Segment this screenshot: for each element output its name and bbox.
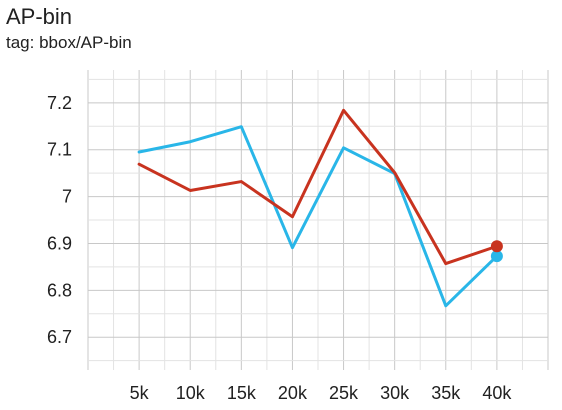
y-tick-label: 6.7 — [47, 327, 72, 347]
x-tick-label: 40k — [482, 383, 512, 403]
y-tick-label: 7 — [62, 187, 72, 207]
x-tick-label: 25k — [329, 383, 359, 403]
x-tick-label: 30k — [380, 383, 410, 403]
chart-title: AP-bin — [6, 4, 73, 29]
series-lines — [137, 108, 503, 308]
series-line-1 — [137, 125, 499, 308]
x-tick-label: 10k — [176, 383, 206, 403]
grid — [87, 70, 549, 370]
series-end-point-1[interactable] — [490, 250, 503, 263]
y-tick-label: 7.1 — [47, 140, 72, 160]
x-tick-label: 15k — [227, 383, 257, 403]
x-axis-ticks: 5k 10k 15k 20k 25k 30k 35k 40k — [130, 383, 513, 403]
y-tick-label: 6.9 — [47, 233, 72, 253]
series-line-2 — [137, 108, 499, 266]
x-tick-label: 35k — [431, 383, 461, 403]
x-tick-label: 5k — [130, 383, 150, 403]
y-tick-label: 6.8 — [47, 280, 72, 300]
chart-subtitle: tag: bbox/AP-bin — [6, 33, 132, 52]
series-end-point-2[interactable] — [490, 240, 503, 253]
y-tick-label: 7.2 — [47, 93, 72, 113]
y-axis-ticks: 6.7 6.8 6.9 7 7.1 7.2 — [47, 93, 72, 347]
x-tick-label: 20k — [278, 383, 308, 403]
